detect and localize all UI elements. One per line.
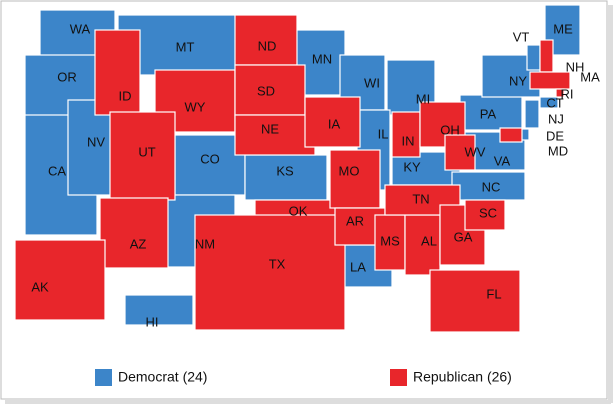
state	[529, 71, 571, 90]
state-label: NV	[87, 134, 105, 149]
state-label: OH	[440, 122, 460, 137]
state-label: VA	[494, 153, 511, 168]
state-label: AZ	[130, 236, 147, 251]
legend-label: Democrat (24)	[118, 369, 207, 385]
state-label: NH	[566, 59, 585, 74]
state-label: KS	[276, 163, 294, 178]
state-label: AL	[421, 233, 437, 248]
state-label: SC	[479, 205, 497, 220]
state-label: AR	[346, 213, 364, 228]
state-label: NY	[509, 73, 527, 88]
state	[374, 214, 406, 271]
state-label: MO	[339, 163, 360, 178]
legend-swatch	[390, 369, 407, 386]
state-label: WY	[185, 99, 206, 114]
state-label: GA	[454, 229, 473, 244]
state	[391, 111, 421, 158]
state-label: CO	[200, 151, 220, 166]
state	[234, 64, 306, 116]
labels: WA OR CA NV MT CO NM KS MN WI MI IL LA KY VA NC PA NY ME VT…	[31, 21, 600, 329]
state-label: HI	[146, 314, 159, 329]
state-label: CT	[546, 95, 563, 110]
state-label: SD	[257, 83, 275, 98]
state	[14, 239, 106, 321]
state	[444, 134, 476, 171]
states	[14, 4, 581, 333]
state	[124, 294, 194, 326]
state-label: TN	[412, 191, 429, 206]
state	[94, 29, 141, 116]
state	[194, 214, 346, 331]
state	[329, 149, 381, 209]
state	[555, 88, 565, 98]
state-label: VT	[513, 29, 530, 44]
state-label: MN	[312, 51, 332, 66]
state-label: OK	[289, 203, 308, 218]
state	[524, 99, 540, 129]
legend-swatch	[95, 369, 112, 386]
state-label: CA	[48, 163, 66, 178]
state-label: MI	[416, 91, 430, 106]
state-label: DE	[546, 128, 564, 143]
state-label: NM	[195, 236, 215, 251]
state-label: AK	[31, 279, 49, 294]
state-label: ND	[258, 38, 277, 53]
state	[404, 214, 441, 276]
state-label: FL	[486, 286, 501, 301]
state-label: NC	[482, 179, 501, 194]
state	[339, 54, 386, 111]
state-label: PA	[480, 106, 497, 121]
state-label: IN	[402, 133, 415, 148]
state	[499, 127, 523, 143]
state	[539, 96, 559, 109]
state-label: LA	[350, 259, 366, 274]
state	[539, 39, 554, 73]
state-label: ME	[553, 21, 573, 36]
state	[464, 199, 506, 231]
state	[526, 44, 541, 71]
state-label: NE	[261, 121, 279, 136]
state-label: IA	[328, 116, 341, 131]
state-label: ID	[119, 88, 132, 103]
state-label: TX	[269, 256, 286, 271]
shadow	[5, 400, 611, 404]
state	[304, 96, 361, 148]
state	[99, 197, 169, 269]
state-label: NJ	[548, 111, 564, 126]
state-label: WV	[465, 144, 486, 159]
state-label: UT	[138, 144, 155, 159]
state-label: KY	[403, 159, 421, 174]
state	[109, 111, 176, 201]
state	[429, 269, 521, 333]
state-label: MT	[176, 39, 195, 54]
state-label: MS	[380, 233, 400, 248]
state-label: MD	[548, 143, 568, 158]
state	[234, 14, 298, 66]
state-label: WA	[70, 21, 91, 36]
state	[439, 204, 486, 266]
state-label: OR	[57, 69, 77, 84]
state-label: IL	[378, 126, 389, 141]
state-label: MA	[580, 69, 600, 84]
legend-label: Republican (26)	[413, 369, 512, 385]
state-label: RI	[561, 86, 574, 101]
state-label: WI	[364, 75, 380, 90]
state	[234, 114, 316, 156]
shadow	[608, 5, 613, 403]
